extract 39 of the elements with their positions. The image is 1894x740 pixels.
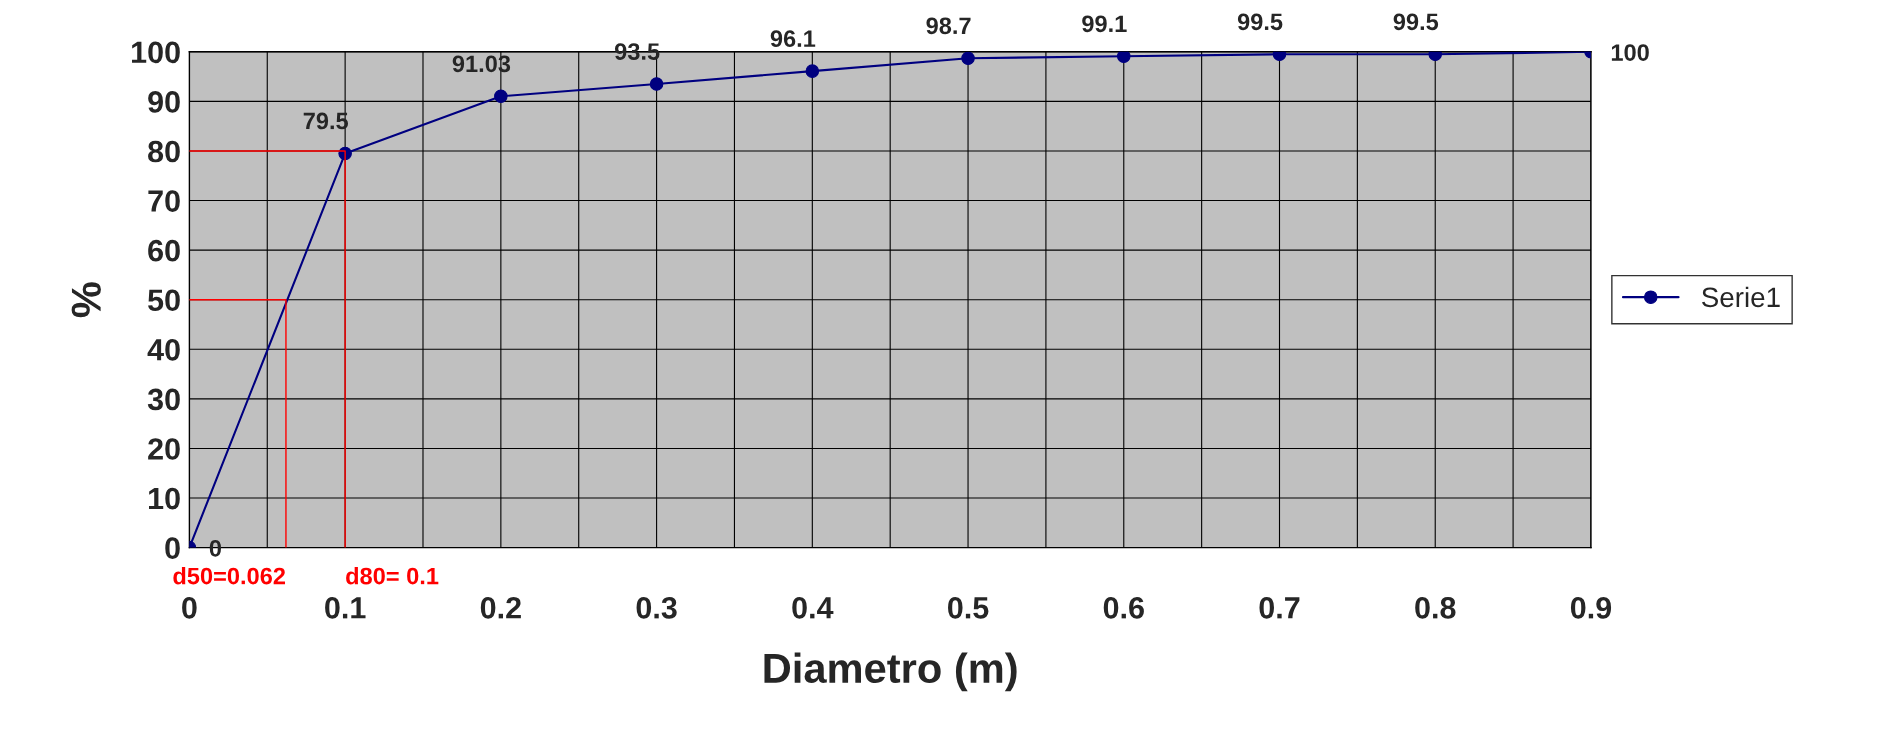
y-tick-label: 70 <box>148 190 180 212</box>
data-label: 96.1 <box>770 30 816 48</box>
x-tick-label: 0.4 <box>792 597 834 619</box>
point <box>1428 51 1443 62</box>
data-label: 98.7 <box>926 17 971 35</box>
y-tick-label: 90 <box>148 91 180 113</box>
x-tick-label: 0.5 <box>948 597 989 619</box>
x-tick-label: 0.8 <box>1415 597 1456 619</box>
x-tick-label: 0.3 <box>636 597 677 619</box>
x-tick-label: 0.7 <box>1259 597 1300 619</box>
data-label: 100 <box>1611 44 1649 61</box>
point <box>494 89 508 104</box>
point <box>805 64 820 78</box>
annotation: d80= 0.1 <box>346 567 439 585</box>
x-tick-label: 0.9 <box>1570 597 1612 619</box>
y-tick-label: 30 <box>147 388 180 411</box>
y-tick-label: 50 <box>148 289 180 312</box>
point <box>1272 51 1287 62</box>
point <box>961 51 975 66</box>
x-axis-title: Diametro (m) <box>764 652 1017 692</box>
y-tick-label: 40 <box>147 339 180 361</box>
x-tick-label: 0.1 <box>325 597 366 619</box>
annotation: d50=0.062 <box>173 567 286 585</box>
y-tick-label: 60 <box>148 239 180 262</box>
y-tick-label: 20 <box>148 438 180 460</box>
point <box>1117 51 1131 64</box>
x-tick-label: 0.2 <box>480 597 521 619</box>
legend-label: Serie1 <box>1702 286 1780 308</box>
y-tick-label: 80 <box>148 140 180 163</box>
y-axis-title: % <box>71 282 101 318</box>
x-tick-label: 0.6 <box>1103 597 1144 619</box>
y-tick-label: 10 <box>149 487 180 510</box>
y-tick-label: 100 <box>132 41 180 64</box>
data-label: 99.5 <box>1237 13 1283 31</box>
data-label: 99.1 <box>1082 15 1127 33</box>
y-tick-label: 0 <box>165 537 180 559</box>
x-tick-label: 0 <box>182 597 197 619</box>
data-label: 99.5 <box>1393 13 1439 31</box>
point <box>649 77 664 91</box>
